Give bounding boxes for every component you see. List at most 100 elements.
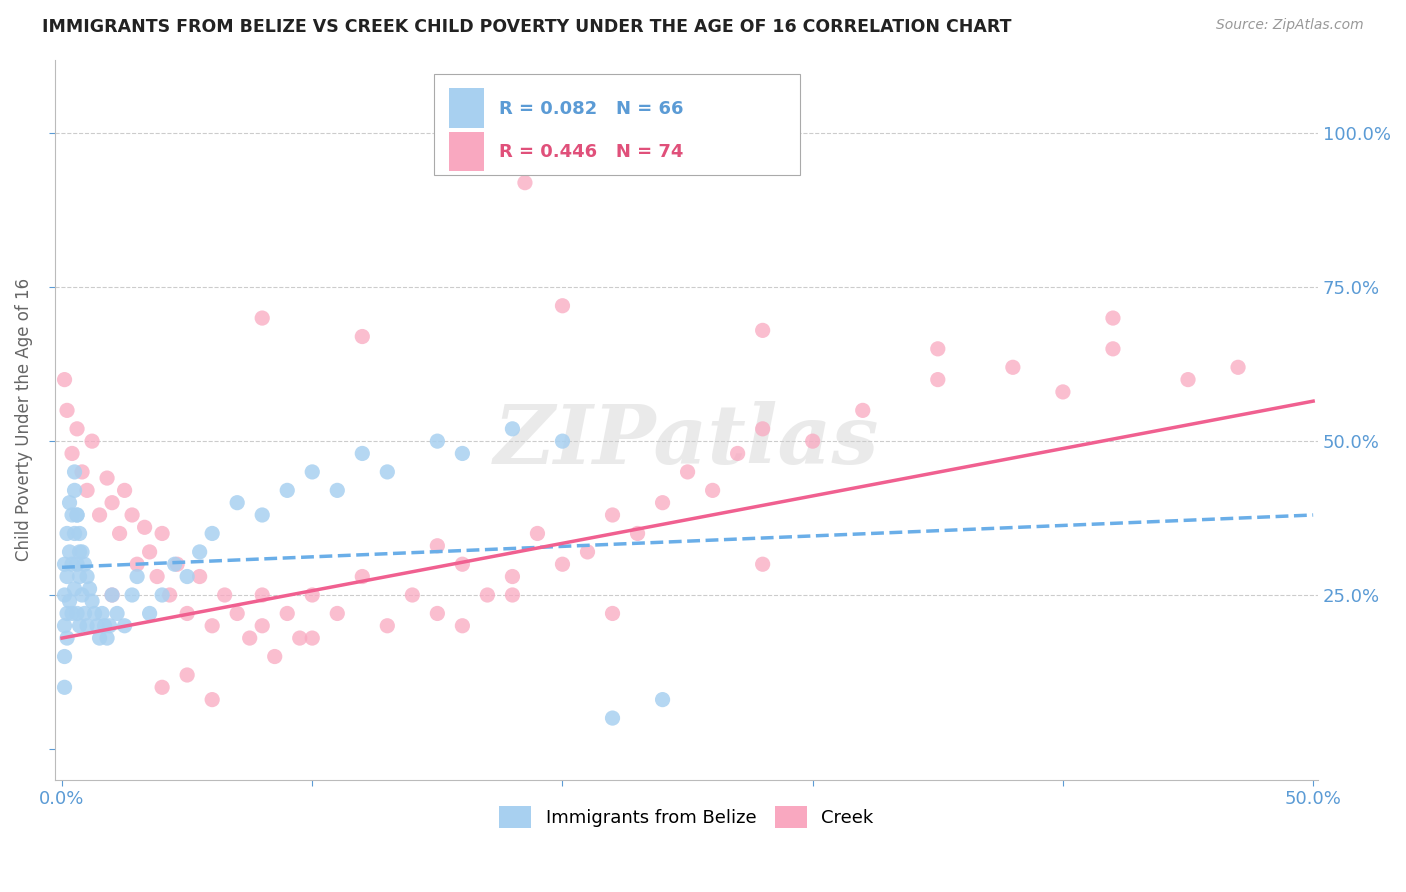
Point <box>60 607 83 621</box>
Point <box>927 373 949 387</box>
Point <box>513 176 536 190</box>
Point <box>121 588 143 602</box>
Point <box>239 631 262 645</box>
Point <box>73 607 96 621</box>
Point <box>426 607 449 621</box>
Point <box>375 465 398 479</box>
Point <box>138 607 160 621</box>
Point <box>66 558 89 572</box>
Point <box>176 569 198 583</box>
Point <box>551 434 574 449</box>
Point <box>702 483 724 498</box>
Point <box>69 526 91 541</box>
Text: IMMIGRANTS FROM BELIZE VS CREEK CHILD POVERTY UNDER THE AGE OF 16 CORRELATION CH: IMMIGRANTS FROM BELIZE VS CREEK CHILD PO… <box>42 18 1012 36</box>
Point <box>451 558 474 572</box>
Point <box>751 323 773 337</box>
Point <box>138 545 160 559</box>
Point <box>69 569 91 583</box>
Point <box>150 526 173 541</box>
Point <box>751 422 773 436</box>
Point <box>301 465 323 479</box>
Point <box>53 373 76 387</box>
Point <box>101 588 124 602</box>
Point <box>477 588 499 602</box>
Point <box>501 569 523 583</box>
Point <box>63 465 86 479</box>
Point <box>76 619 98 633</box>
Point <box>176 607 198 621</box>
Point <box>66 508 89 522</box>
Text: R = 0.446   N = 74: R = 0.446 N = 74 <box>499 143 683 161</box>
Point <box>53 649 76 664</box>
Point <box>101 496 124 510</box>
Point <box>1227 360 1250 375</box>
Point <box>58 545 80 559</box>
Point <box>89 631 111 645</box>
Point <box>676 465 699 479</box>
Point <box>163 558 186 572</box>
Point <box>551 558 574 572</box>
Point <box>426 539 449 553</box>
Point <box>159 588 181 602</box>
Point <box>263 649 285 664</box>
Point <box>226 496 249 510</box>
Point <box>96 631 118 645</box>
Point <box>1177 373 1199 387</box>
Point <box>60 558 83 572</box>
Point <box>146 569 169 583</box>
Point <box>801 434 824 449</box>
Point <box>66 607 89 621</box>
Point <box>301 631 323 645</box>
Point <box>69 619 91 633</box>
Point <box>63 526 86 541</box>
Point <box>250 588 273 602</box>
Point <box>602 711 624 725</box>
Point <box>150 588 173 602</box>
Point <box>70 545 93 559</box>
Point <box>276 607 298 621</box>
Point <box>80 594 103 608</box>
Point <box>56 526 79 541</box>
Point <box>86 619 108 633</box>
Point <box>751 558 773 572</box>
Point <box>852 403 875 417</box>
Point <box>352 329 374 343</box>
Point <box>56 607 79 621</box>
FancyBboxPatch shape <box>433 74 800 175</box>
Point <box>114 483 136 498</box>
Point <box>76 483 98 498</box>
Point <box>727 446 749 460</box>
Point <box>66 422 89 436</box>
Point <box>526 526 548 541</box>
Point <box>176 668 198 682</box>
Text: R = 0.082   N = 66: R = 0.082 N = 66 <box>499 100 683 118</box>
Point <box>326 607 349 621</box>
Point <box>89 508 111 522</box>
Point <box>927 342 949 356</box>
Point <box>401 588 423 602</box>
Point <box>551 299 574 313</box>
Point <box>96 471 118 485</box>
Point <box>201 692 224 706</box>
Point <box>250 311 273 326</box>
Point <box>276 483 298 498</box>
Point <box>53 681 76 695</box>
Point <box>56 403 79 417</box>
Point <box>63 483 86 498</box>
Point <box>150 681 173 695</box>
Point <box>352 569 374 583</box>
Point <box>326 483 349 498</box>
Point <box>108 526 131 541</box>
Point <box>188 569 211 583</box>
Point <box>91 607 114 621</box>
Point <box>53 619 76 633</box>
Y-axis label: Child Poverty Under the Age of 16: Child Poverty Under the Age of 16 <box>15 278 32 561</box>
Point <box>651 692 673 706</box>
Point <box>76 569 98 583</box>
Point <box>127 569 149 583</box>
Point <box>60 508 83 522</box>
Point <box>79 582 101 596</box>
Point <box>63 582 86 596</box>
Point <box>250 619 273 633</box>
Text: ZIPatlas: ZIPatlas <box>494 401 879 481</box>
